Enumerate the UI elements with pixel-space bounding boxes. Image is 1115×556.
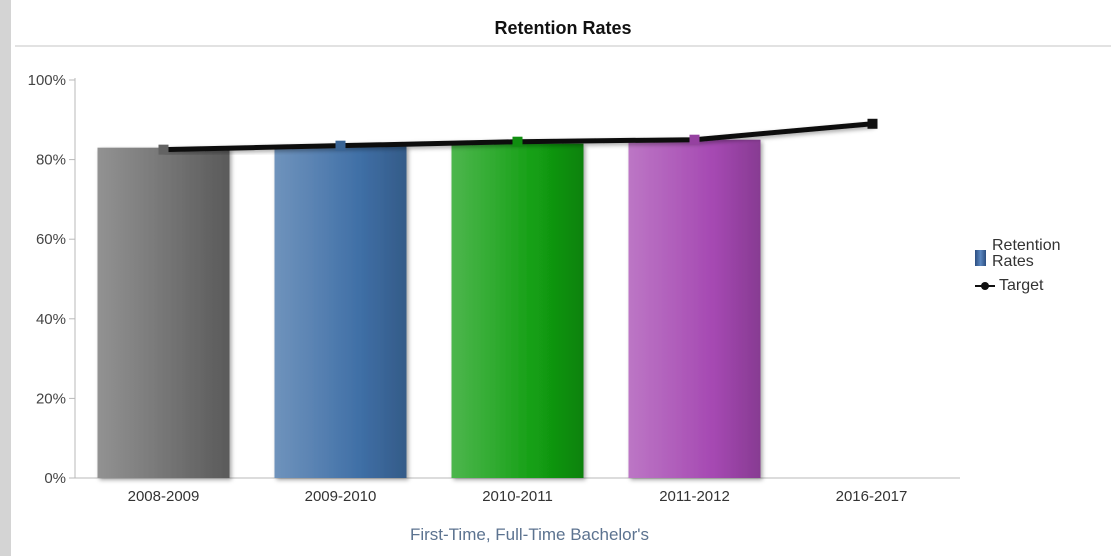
x-tick-label: 2016-2017 xyxy=(836,488,908,505)
x-tick-label: 2011-2012 xyxy=(659,488,730,505)
y-tick-label: 40% xyxy=(36,311,66,328)
bar-2009-2010 xyxy=(275,146,407,478)
y-tick-label: 80% xyxy=(36,152,66,169)
target-point-2010-2011 xyxy=(513,137,523,147)
x-axis-title: First-Time, Full-Time Bachelor's xyxy=(410,525,649,544)
legend-label-target: Target xyxy=(999,278,1089,294)
y-tick-label: 100% xyxy=(28,72,66,89)
bar-2008-2009 xyxy=(98,148,230,478)
legend-item-target[interactable]: Target xyxy=(975,278,1095,294)
y-tick-label: 60% xyxy=(36,231,66,248)
x-tick-label: 2009-2010 xyxy=(305,488,377,505)
target-point-2009-2010 xyxy=(336,141,346,151)
y-tick-label: 20% xyxy=(36,390,66,407)
x-tick-label: 2010-2011 xyxy=(482,488,553,505)
x-tick-label: 2008-2009 xyxy=(128,488,200,505)
bar-2010-2011 xyxy=(452,144,584,478)
bar-2011-2012 xyxy=(629,140,761,478)
legend-label-retention-rates: Retention Rates xyxy=(992,238,1082,270)
legend: Retention Rates Target xyxy=(975,238,1095,302)
target-point-2016-2017 xyxy=(868,119,878,129)
legend-line-marker-icon xyxy=(975,278,995,294)
legend-item-retention-rates[interactable]: Retention Rates xyxy=(975,238,1095,270)
target-point-2011-2012 xyxy=(690,135,700,145)
legend-bar-swatch-icon xyxy=(975,250,986,266)
target-point-2008-2009 xyxy=(159,145,169,155)
y-tick-label: 0% xyxy=(44,470,66,487)
